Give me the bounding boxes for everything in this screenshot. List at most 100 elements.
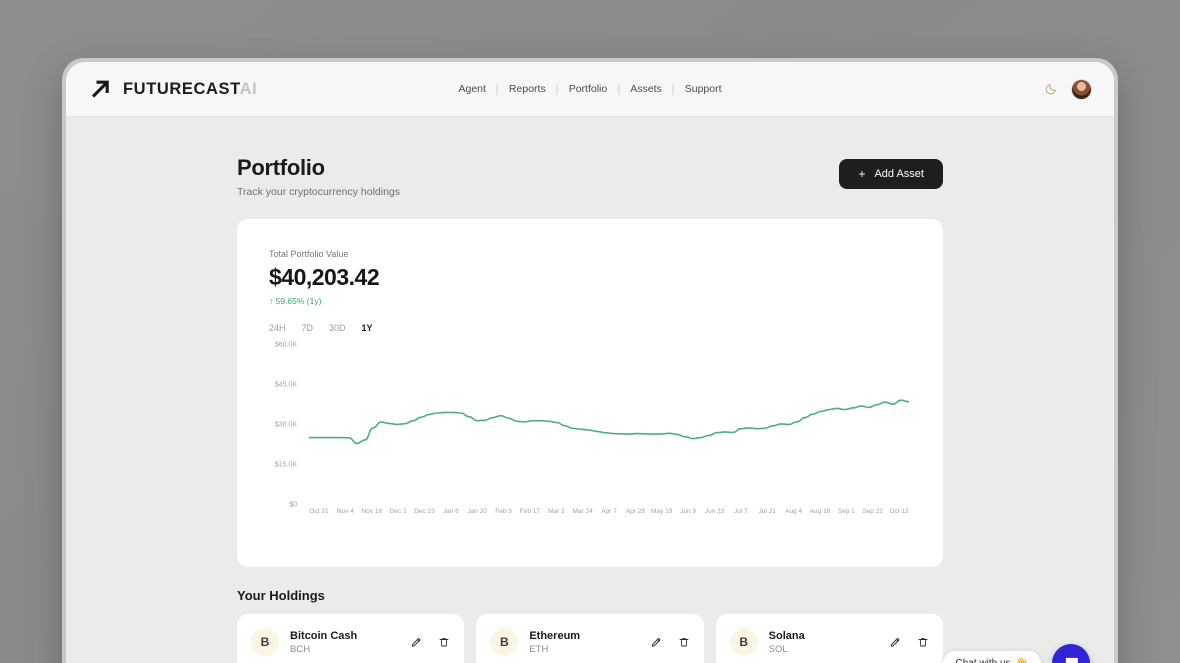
range-tab-1y[interactable]: 1Y [361,323,373,333]
page-subtitle: Track your cryptocurrency holdings [237,186,401,198]
chart-x-tick: Aug 4 [785,508,803,515]
edit-icon[interactable] [889,636,901,648]
coin-symbol: BCH [290,643,311,655]
chart-x-tick: Oct 13 [889,508,909,515]
chart-x-tick: Dec 2 [389,508,407,515]
chart-x-tick: Feb 17 [519,508,541,515]
chat-with-us-pill[interactable]: Chat with us 👋 [942,650,1041,663]
user-avatar[interactable] [1071,78,1092,100]
holding-card-actions [410,636,450,648]
chart-x-tick: Feb 3 [495,508,512,515]
brand-name: FUTURECASTAI [123,80,257,99]
holding-card-actions [889,636,929,648]
chart-y-tick: $15.0K [274,461,297,469]
chart-y-tick: $30.0K [274,421,297,429]
nav-divider [496,83,498,95]
coin-identity: Solana SOL [769,630,805,655]
range-tab-7d[interactable]: 7D [301,323,314,333]
add-asset-label: Add Asset [874,168,924,180]
coin-name: Ethereum [529,629,581,642]
trash-icon[interactable] [917,636,929,648]
chart-x-tick: Jun 9 [680,508,697,515]
coin-logo-icon: B [729,628,758,656]
chart-plot-area [309,399,909,445]
page-header: Portfolio Track your cryptocurrency hold… [237,155,943,198]
edit-icon[interactable] [650,636,662,648]
topbar-actions [1044,78,1092,100]
trash-icon[interactable] [438,636,450,648]
coin-logo-icon: B [490,628,519,656]
chart-x-tick: Sep 22 [862,508,883,515]
chart-x-tick: Jun 23 [704,508,725,515]
coin-symbol: ETH [529,643,549,655]
chat-bubble-icon[interactable] [1052,644,1090,663]
nav-item-portfolio[interactable]: Portfolio [568,83,608,95]
holding-card-header: B Ethereum ETH [490,628,689,656]
coin-name: Solana [768,629,805,642]
chat-pill-label: Chat with us [955,657,1011,663]
page-title: Portfolio [237,155,325,180]
holding-card-header: B Bitcoin Cash BCH [251,628,450,656]
waving-hand-icon: 👋 [1015,657,1028,663]
chart-x-tick: Apr 28 [625,508,645,515]
nav-divider [618,83,620,95]
chart-x-axis: Oct 21 Nov 4 Nov 18 Dec 2 Dec 23 Jan 6 Jan 20 F… [309,508,909,522]
holding-card[interactable]: BEthereumETHAI Score:-4(Slightly Bearish… [476,614,704,663]
browser-window-frame: FUTURECASTAI Agent Reports Portfolio Ass… [62,58,1118,663]
chart-x-tick: Sep 1 [837,508,855,515]
chart-y-tick: $60.0K [274,341,297,349]
range-tab-30d[interactable]: 30D [329,323,346,333]
chart-x-tick: Nov 4 [336,508,354,515]
coin-logo-icon: B [251,628,279,656]
nav-item-support[interactable]: Support [684,83,722,95]
nav-item-reports[interactable]: Reports [508,83,546,95]
chart-x-tick: Jan 6 [442,508,459,515]
add-asset-button[interactable]: + Add Asset [839,159,943,189]
brand-name-main: FUTURECAST [123,79,240,98]
chart-x-tick: May 19 [651,508,673,515]
edit-icon[interactable] [410,636,422,648]
range-tab-24h[interactable]: 24H [269,323,286,333]
top-navigation-bar: FUTURECASTAI Agent Reports Portfolio Ass… [66,62,1114,117]
total-value-amount: $40,203.42 [269,264,380,290]
chart-x-tick: Dec 23 [414,508,435,515]
coin-symbol: SOL [768,643,788,655]
portfolio-value-card: Total Portfolio Value $40,203.42 ↑ 59.65… [237,219,943,567]
chat-widget: Chat with us 👋 [942,644,1090,663]
portfolio-line-chart: $60.0K $45.0K $30.0K $15.0K $0 Oct 21 Nov 4 No… [269,342,911,527]
chart-x-tick: Jan 20 [467,508,487,515]
chart-y-tick: $45.0K [274,381,297,389]
main-nav: Agent Reports Portfolio Assets Support [447,83,732,95]
trash-icon[interactable] [678,636,690,648]
holding-card[interactable]: BSolanaSOLAI Score:-1(Slightly Bearish)+… [715,614,943,663]
nav-item-assets[interactable]: Assets [630,83,662,95]
brand-logo[interactable]: FUTURECASTAI [88,76,257,102]
chart-x-tick: Mar 3 [547,508,565,515]
value-change-badge: ↑ 59.65% (1y) [269,296,322,306]
chart-x-tick: Oct 21 [309,508,329,515]
coin-identity: Bitcoin Cash BCH [290,630,357,655]
holdings-heading: Your Holdings [237,588,325,603]
chart-y-tick: $0 [289,501,297,509]
chart-x-tick: Nov 18 [361,508,383,515]
holding-card-actions [650,636,690,648]
holding-card-header: B Solana SOL [729,628,929,656]
chart-x-tick: Aug 18 [809,508,831,515]
nav-divider [556,83,558,95]
brand-name-suffix: AI [239,79,258,98]
nav-divider [672,83,674,95]
chart-x-tick: Apr 7 [601,508,617,515]
page-content: Portfolio Track your cryptocurrency hold… [66,117,1114,663]
chart-x-tick: Mar 24 [572,508,593,515]
nav-item-agent[interactable]: Agent [458,83,486,95]
chart-x-tick: Jul 21 [758,508,776,515]
plus-icon: + [858,167,866,181]
moon-icon[interactable] [1044,83,1057,96]
browser-viewport: FUTURECASTAI Agent Reports Portfolio Ass… [66,62,1114,663]
time-range-tabs: 24H 7D 30D 1Y [269,323,911,333]
total-value-label: Total Portfolio Value [269,249,349,259]
coin-name: Bitcoin Cash [290,629,358,642]
chart-y-axis: $60.0K $45.0K $30.0K $15.0K $0 [245,342,905,509]
